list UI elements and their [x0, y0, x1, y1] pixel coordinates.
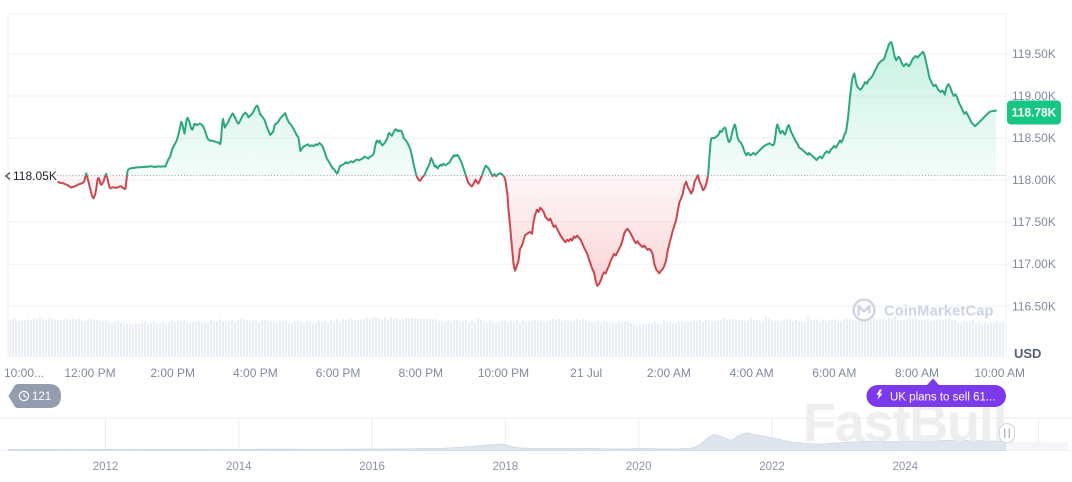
svg-text:118.00K: 118.00K [1012, 173, 1056, 187]
svg-text:117.00K: 117.00K [1012, 257, 1056, 271]
svg-text:10:00 PM: 10:00 PM [478, 366, 529, 380]
svg-text:6:00 PM: 6:00 PM [316, 366, 361, 380]
svg-text:21 Jul: 21 Jul [570, 366, 602, 380]
svg-text:118.78K: 118.78K [1012, 106, 1057, 120]
svg-text:10:00...: 10:00... [4, 366, 44, 380]
svg-text:12:00 PM: 12:00 PM [64, 366, 115, 380]
svg-text:4:00 PM: 4:00 PM [233, 366, 278, 380]
svg-text:121: 121 [32, 391, 51, 403]
svg-text:118.05K: 118.05K [13, 169, 57, 183]
svg-text:USD: USD [1014, 346, 1041, 361]
svg-text:8:00 AM: 8:00 AM [895, 366, 939, 380]
svg-text:116.50K: 116.50K [1012, 299, 1056, 313]
svg-text:2018: 2018 [493, 461, 519, 473]
svg-text:2024: 2024 [893, 461, 919, 473]
svg-text:2:00 AM: 2:00 AM [647, 366, 691, 380]
svg-text:2012: 2012 [93, 461, 119, 473]
svg-text:117.50K: 117.50K [1012, 215, 1056, 229]
svg-text:119.50K: 119.50K [1012, 47, 1056, 61]
svg-text:119.00K: 119.00K [1012, 89, 1056, 103]
svg-text:2016: 2016 [359, 461, 385, 473]
svg-text:118.50K: 118.50K [1012, 131, 1056, 145]
svg-text:2022: 2022 [759, 461, 785, 473]
svg-text:10:00 AM: 10:00 AM [974, 366, 1025, 380]
svg-text:8:00 PM: 8:00 PM [398, 366, 443, 380]
svg-text:6:00 AM: 6:00 AM [812, 366, 856, 380]
svg-text:2014: 2014 [226, 461, 252, 473]
svg-text:2:00 PM: 2:00 PM [150, 366, 195, 380]
svg-text:CoinMarketCap: CoinMarketCap [884, 304, 994, 320]
svg-text:2020: 2020 [626, 461, 652, 473]
svg-text:UK plans to sell 61...: UK plans to sell 61... [890, 392, 995, 404]
svg-text:4:00 AM: 4:00 AM [730, 366, 774, 380]
